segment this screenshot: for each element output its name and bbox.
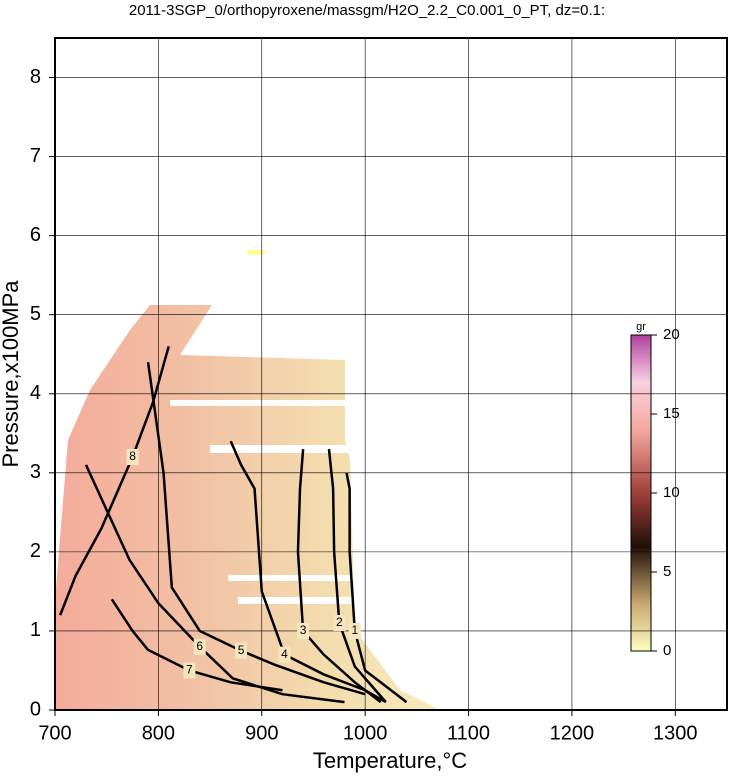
- contour-label-bg: [348, 622, 361, 639]
- contour-label: 4: [281, 647, 288, 661]
- y-tick-label: 8: [30, 66, 41, 88]
- y-tick-label: 1: [30, 619, 41, 641]
- contour-label: 6: [196, 639, 203, 653]
- chart-title: 2011-3SGP_0/orthopyroxene/massgm/H2O_2.2…: [129, 2, 605, 19]
- patch: [248, 250, 265, 255]
- x-tick-label: 1200: [550, 722, 595, 744]
- colorbar-label: gr: [636, 321, 646, 333]
- plot-area: [55, 250, 440, 710]
- contour-label: 5: [238, 643, 245, 657]
- x-tick-label: 700: [38, 722, 71, 744]
- contour-line: [146, 361, 366, 696]
- field: [55, 305, 440, 710]
- y-tick-label: 6: [30, 224, 41, 246]
- contour-label-bg: [333, 615, 346, 632]
- contour-line: [345, 472, 408, 704]
- contour-label: 8: [129, 449, 136, 463]
- colorbar-tick-label: 15: [663, 405, 680, 422]
- gap: [238, 597, 356, 604]
- contour-label-bg: [235, 642, 248, 659]
- colorbar-tick-label: 5: [663, 563, 671, 580]
- contour-line: [327, 448, 387, 703]
- contour-line: [110, 598, 283, 692]
- x-axis-label: Temperature,°C: [313, 748, 467, 773]
- y-tick-label: 0: [30, 698, 41, 720]
- contour-line: [59, 345, 170, 616]
- contour-label-bg: [193, 638, 206, 655]
- contour-label: 1: [351, 623, 358, 637]
- gap: [210, 445, 350, 453]
- colorbar-tick-label: 20: [663, 326, 680, 343]
- contour-label-bg: [183, 662, 196, 679]
- colorbar-tick-label: 0: [663, 642, 671, 659]
- contour-label-bg: [126, 449, 139, 466]
- y-tick-label: 3: [30, 461, 41, 483]
- contour-label-bg: [297, 622, 310, 639]
- colorbar: [630, 334, 652, 652]
- y-tick-label: 4: [30, 382, 41, 404]
- x-tick-label: 900: [245, 722, 278, 744]
- x-tick-label: 800: [142, 722, 175, 744]
- x-tick-label: 1000: [343, 722, 388, 744]
- contour-label: 3: [300, 623, 307, 637]
- y-tick-label: 5: [30, 303, 41, 325]
- x-tick-label: 1300: [653, 722, 698, 744]
- contour-label: 7: [186, 663, 193, 677]
- contour-label-bg: [278, 646, 291, 663]
- contour-line: [229, 440, 387, 704]
- y-tick-label: 2: [30, 540, 41, 562]
- x-tick-label: 1100: [447, 722, 490, 744]
- gap: [228, 575, 356, 581]
- y-tick-label: 7: [30, 145, 41, 167]
- colorbar-tick-label: 10: [663, 484, 680, 501]
- contour-label: 2: [336, 615, 343, 629]
- y-axis-label: Pressure,x100MPa: [0, 280, 23, 468]
- gap: [170, 400, 350, 406]
